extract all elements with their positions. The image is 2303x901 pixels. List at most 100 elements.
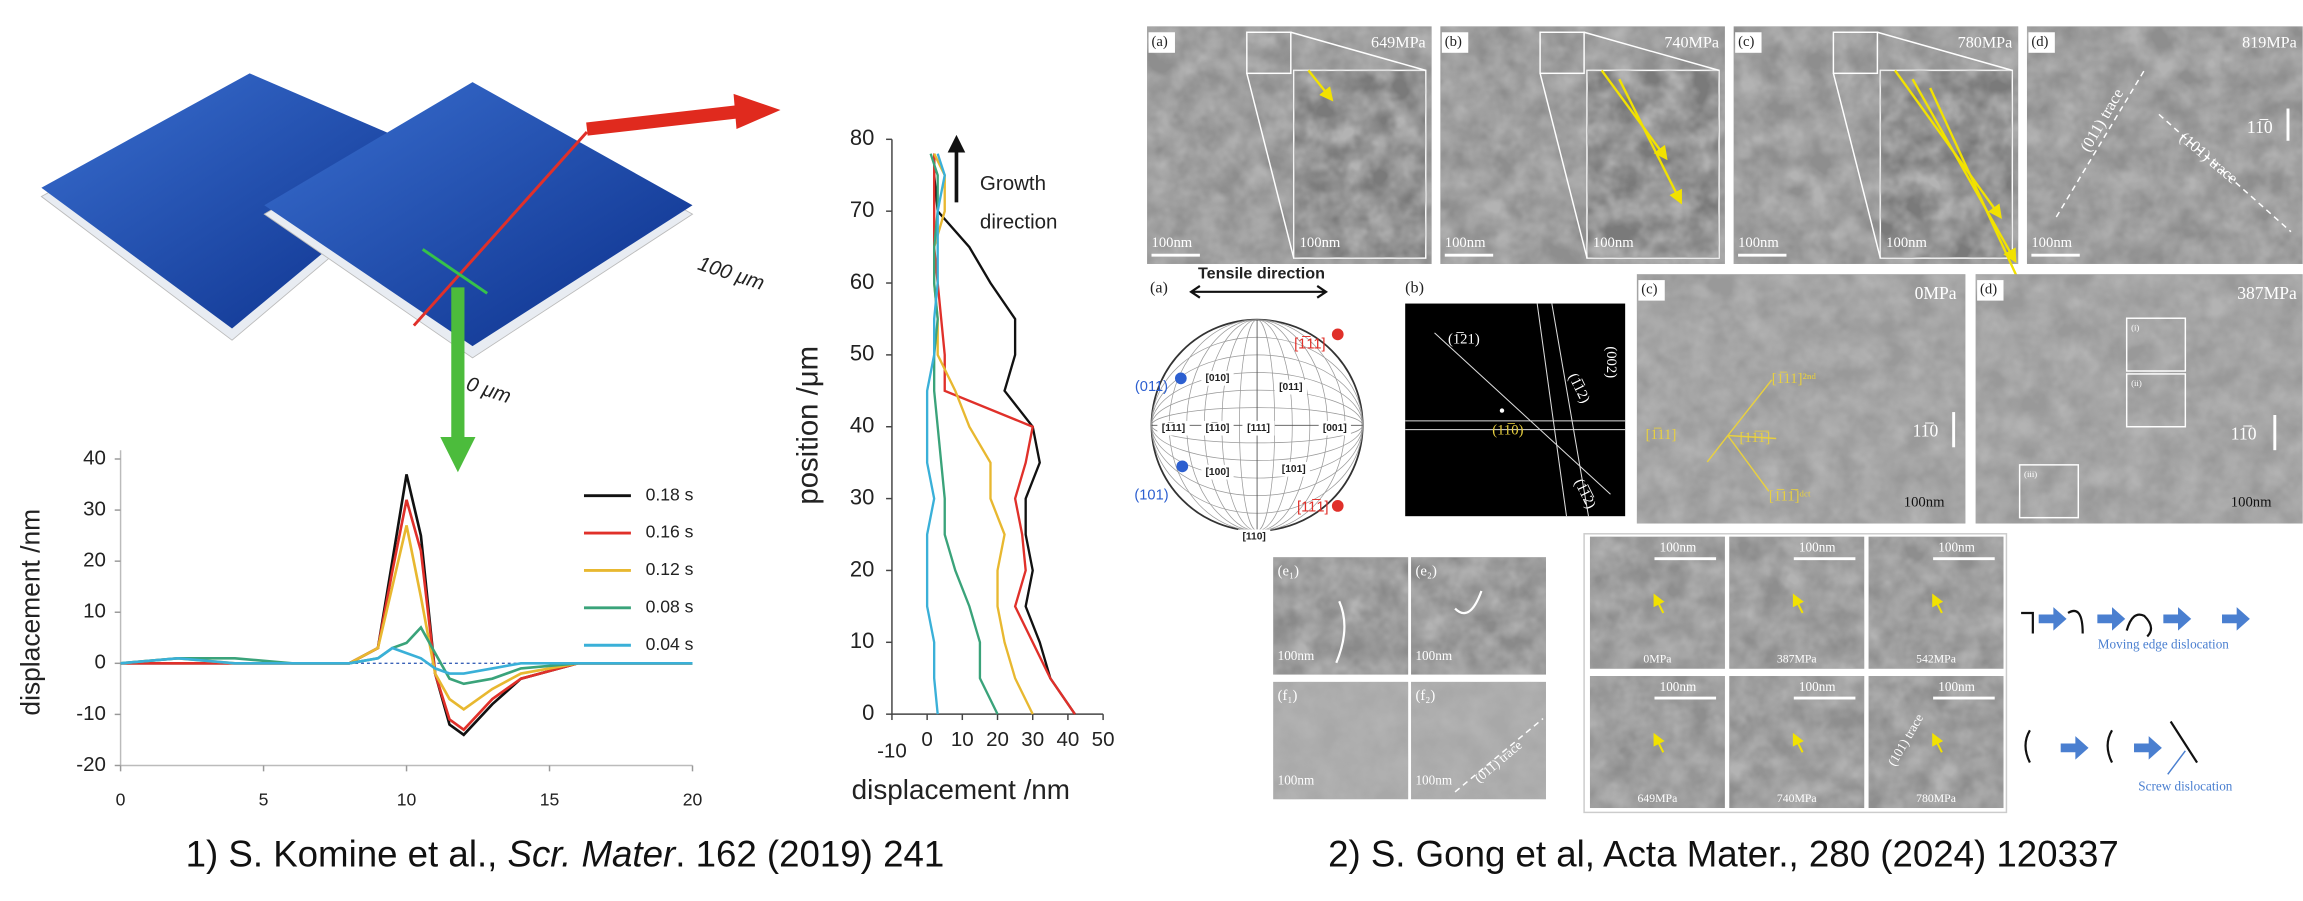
caption-part: 2) S. Gong et al, Acta Mater., 280 (2024… xyxy=(1328,833,2119,874)
scale-label: 100nm xyxy=(1904,494,1945,510)
panel-label: (b) xyxy=(1445,34,1462,50)
roi-label: (iii) xyxy=(2024,469,2037,479)
direction-label: 11̅0 xyxy=(1913,421,1939,441)
y-tick-label: 10 xyxy=(850,628,874,653)
beam-center xyxy=(1499,408,1505,413)
panel-label: (e₂) xyxy=(1415,563,1436,579)
data-line xyxy=(932,153,1076,715)
tensile-arrow xyxy=(1189,285,1328,299)
stress-label: 819MPa xyxy=(2242,35,2297,52)
micrograph-texture xyxy=(1975,274,2303,524)
scale-label: 100nm xyxy=(1738,235,1779,251)
direction-label: 11̅0 xyxy=(2247,117,2273,137)
x-axis-title: displacement /nm xyxy=(852,774,1070,805)
micrograph-texture xyxy=(1273,681,1409,800)
schematic-arrow xyxy=(2163,607,2192,631)
zone-label: [1̅11] xyxy=(1162,422,1185,434)
panel-label: (c) xyxy=(1641,282,1657,298)
growth-arrowhead xyxy=(947,134,966,153)
dislocation-arrow xyxy=(1911,78,2017,264)
scale-label: 100nm xyxy=(1415,648,1452,663)
x-tick-label: 15 xyxy=(540,789,560,809)
scale-label: 100nm xyxy=(2231,494,2272,510)
schematic-arrow xyxy=(2222,607,2250,631)
scale-label: 100nm xyxy=(1415,773,1452,788)
inset-connector xyxy=(1583,31,1720,72)
scale-label: 100nm xyxy=(1278,648,1315,663)
dislocation-arrow xyxy=(1792,732,1804,753)
roi-label: (ii) xyxy=(2131,378,2142,388)
zone-label: [010] xyxy=(1206,373,1230,384)
data-line xyxy=(120,625,693,686)
stereo-title: Tensile direction xyxy=(1198,264,1325,282)
annotation: direction xyxy=(980,210,1058,233)
scale-label: 100nm xyxy=(1151,235,1192,251)
roi-box xyxy=(2018,464,2080,519)
inset-texture xyxy=(1587,70,1720,259)
y-tick-label: 50 xyxy=(850,341,874,366)
stress-label: 649MPa xyxy=(1638,792,1679,805)
y-axis-title: position /μm xyxy=(792,346,825,505)
panel-label: (f₁) xyxy=(1278,688,1298,704)
inset-source xyxy=(1832,31,1879,75)
panel-label: (e₁) xyxy=(1278,563,1299,579)
direction-label: 11̅0 xyxy=(2231,424,2257,444)
y-tick-label: -10 xyxy=(76,702,106,725)
panel-label: (d) xyxy=(2031,34,2048,50)
dislocation-arrow xyxy=(1600,69,1668,161)
legend-label: 0.12 s xyxy=(646,559,694,579)
micrograph-texture xyxy=(1411,557,1546,675)
scale-label: 100nm xyxy=(1593,235,1634,251)
zone-label-bg xyxy=(1277,461,1310,477)
dislocation-arrow xyxy=(1932,593,1944,614)
annotation: Growth xyxy=(980,172,1046,195)
caption-part: 1) S. Komine et al., xyxy=(186,833,508,874)
pole-label: [11̅1] xyxy=(1297,499,1329,515)
panel-label: (a) xyxy=(1150,280,1168,297)
scale-label: 100nm xyxy=(1799,679,1836,694)
caption-part: Scr. Mater xyxy=(508,833,677,874)
zone-label: [001] xyxy=(1323,423,1347,434)
scale-label: 100nm xyxy=(1278,773,1315,788)
caption-part: . 162 (2019) 241 xyxy=(675,833,944,874)
scale-label: 100nm xyxy=(1886,235,1927,251)
stress-label: 649MPa xyxy=(1371,35,1426,52)
y-tick-label: 30 xyxy=(83,498,106,521)
data-line xyxy=(120,646,693,675)
scale-label: 100nm xyxy=(1799,539,1836,554)
kikuchi-line xyxy=(1551,303,1590,517)
y-tick-label: 40 xyxy=(83,446,106,469)
x-tick-label: -10 xyxy=(877,740,907,763)
pole xyxy=(1331,500,1344,512)
data-line xyxy=(120,474,693,737)
roi-box xyxy=(2125,317,2187,372)
zone-label: [011] xyxy=(1279,382,1302,393)
pointer xyxy=(2167,750,2186,775)
zone-label-bg xyxy=(1318,420,1351,436)
x-tick-label: 20 xyxy=(683,789,703,809)
x-tick-label: 0 xyxy=(921,728,932,751)
spot-label: (1̅21) xyxy=(1448,332,1480,348)
legend-label: 0.18 s xyxy=(646,484,694,504)
micrograph-texture xyxy=(1273,557,1409,675)
spot-label: (11̅0) xyxy=(1492,422,1523,438)
y-axis-title: displacement /nm xyxy=(16,509,46,716)
x-tick-label: 40 xyxy=(1056,728,1079,751)
panel-label: (c) xyxy=(1738,34,1754,50)
x-tick-label: 50 xyxy=(1092,728,1115,751)
panel-label: (a) xyxy=(1151,34,1167,50)
inset-source xyxy=(1246,31,1292,75)
inset-connector xyxy=(1246,73,1295,259)
edge-dislocation xyxy=(2021,609,2153,638)
schematic-arrow xyxy=(2134,736,2162,760)
panel-label: (b) xyxy=(1405,280,1424,297)
legend-label: 0.04 s xyxy=(646,634,694,654)
surface-label: 0 μm xyxy=(463,372,513,408)
diffraction-pattern xyxy=(1405,303,1626,517)
stress-label: 387MPa xyxy=(2237,283,2297,303)
y-tick-label: 70 xyxy=(850,197,874,222)
screw-dislocation xyxy=(2024,720,2199,764)
inset-connector xyxy=(1832,73,1882,259)
scale-label: 100nm xyxy=(1938,539,1975,554)
